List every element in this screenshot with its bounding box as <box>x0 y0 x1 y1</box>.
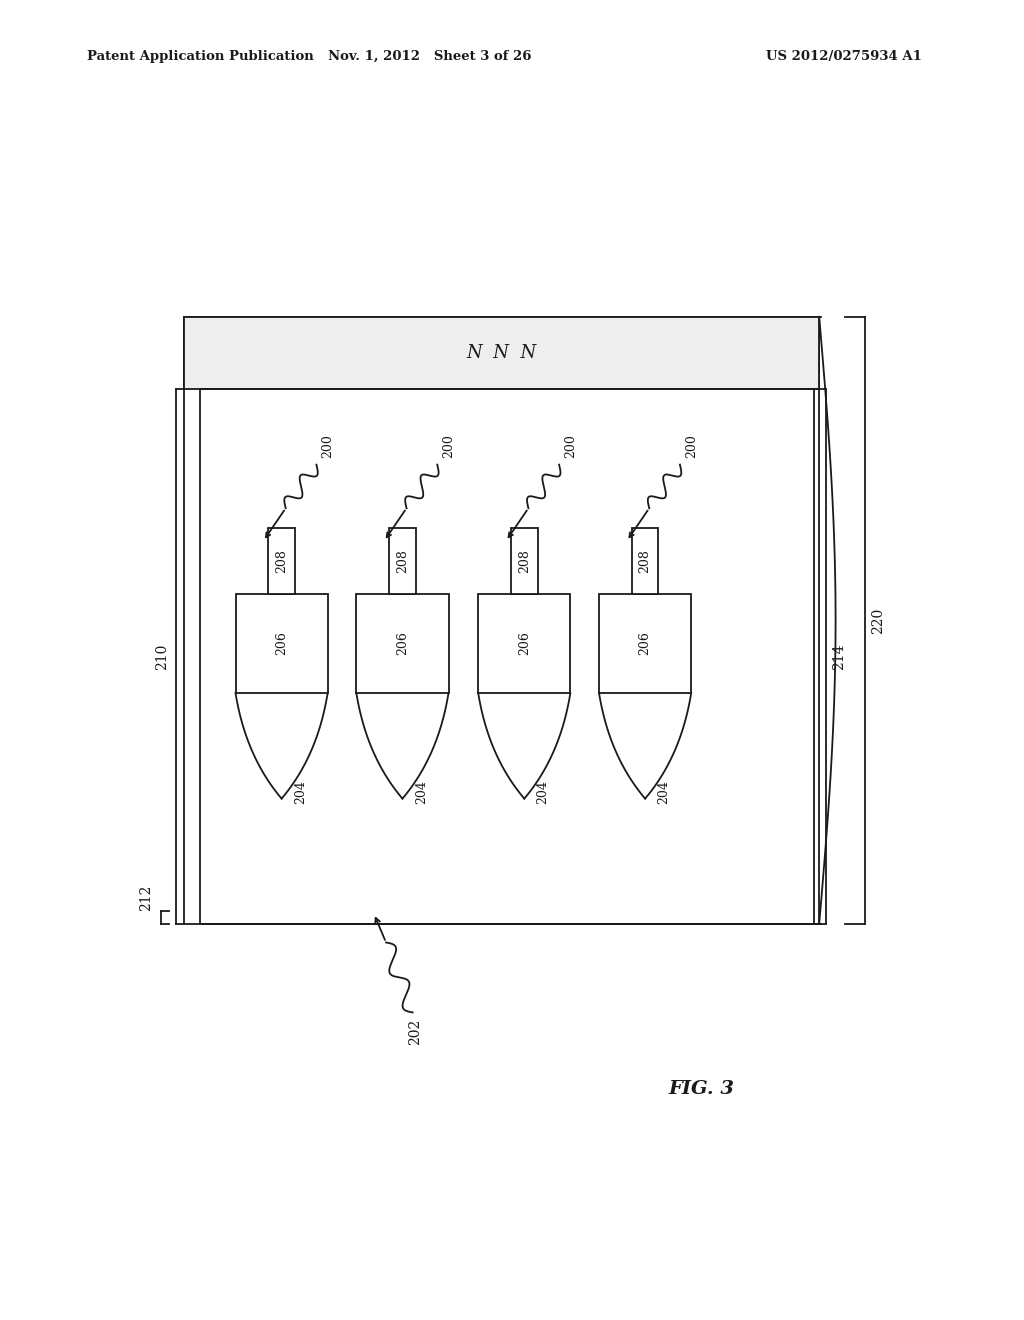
Bar <box>236 594 328 693</box>
Bar <box>200 389 814 924</box>
Text: 208: 208 <box>275 549 288 573</box>
Text: 204: 204 <box>294 780 307 804</box>
Text: 208: 208 <box>639 549 651 573</box>
Text: 204: 204 <box>415 780 428 804</box>
Text: 200: 200 <box>685 434 698 458</box>
Bar <box>184 317 819 924</box>
Bar <box>478 594 570 693</box>
Bar <box>632 528 658 594</box>
Text: 206: 206 <box>275 631 288 656</box>
Text: 206: 206 <box>518 631 530 656</box>
Text: 200: 200 <box>442 434 456 458</box>
Bar <box>599 594 691 693</box>
Text: 206: 206 <box>639 631 651 656</box>
Bar <box>511 528 538 594</box>
Bar <box>356 594 449 693</box>
Text: Nov. 1, 2012   Sheet 3 of 26: Nov. 1, 2012 Sheet 3 of 26 <box>329 50 531 63</box>
Text: 210: 210 <box>155 644 169 669</box>
Text: FIG. 3: FIG. 3 <box>669 1080 734 1098</box>
Text: 206: 206 <box>396 631 409 656</box>
Text: US 2012/0275934 A1: US 2012/0275934 A1 <box>766 50 922 63</box>
Text: 202: 202 <box>408 1019 422 1045</box>
Text: 208: 208 <box>396 549 409 573</box>
Bar <box>389 528 416 594</box>
Text: 214: 214 <box>831 643 846 671</box>
Text: Patent Application Publication: Patent Application Publication <box>87 50 313 63</box>
Bar <box>184 317 819 389</box>
Bar <box>268 528 295 594</box>
Text: N  N  N: N N N <box>467 345 537 362</box>
Text: 220: 220 <box>870 607 885 634</box>
Text: 208: 208 <box>518 549 530 573</box>
Text: 200: 200 <box>322 434 335 458</box>
Text: 200: 200 <box>564 434 578 458</box>
Text: 212: 212 <box>139 884 154 911</box>
Text: 204: 204 <box>537 780 550 804</box>
Text: 204: 204 <box>657 780 671 804</box>
